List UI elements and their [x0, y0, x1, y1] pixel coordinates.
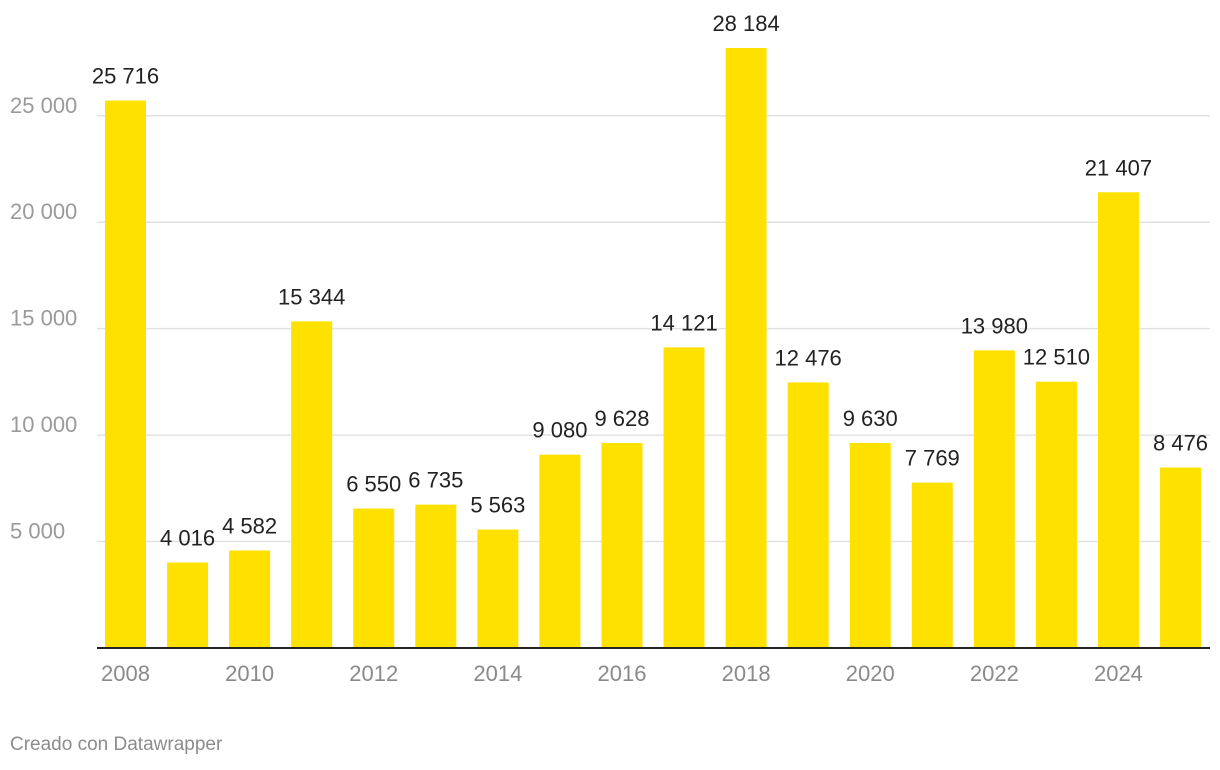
data-label-2023: 12 510	[1023, 345, 1090, 370]
data-label-2017: 14 121	[650, 310, 717, 335]
data-label-2019: 12 476	[775, 345, 842, 370]
data-label-2021: 7 769	[905, 446, 960, 471]
bar-2017	[663, 347, 705, 648]
data-label-2013: 6 735	[408, 468, 463, 493]
bar-2012	[353, 508, 395, 648]
x-tick-label: 2018	[722, 661, 771, 686]
y-tick-label: 10 000	[10, 412, 77, 437]
bar-2025	[1160, 467, 1202, 648]
data-label-2010: 4 582	[222, 513, 277, 538]
y-tick-label: 15 000	[10, 306, 77, 331]
y-tick-label: 20 000	[10, 199, 77, 224]
x-tick-label: 2008	[101, 661, 150, 686]
x-tick-label: 2020	[846, 661, 895, 686]
data-label-2025: 8 476	[1153, 431, 1208, 456]
bar-2013	[415, 504, 457, 648]
data-label-2008: 25 716	[92, 64, 159, 89]
x-tick-label: 2014	[473, 661, 522, 686]
data-label-2014: 5 563	[470, 493, 525, 518]
bar-2021	[911, 482, 953, 648]
data-label-2009: 4 016	[160, 526, 215, 551]
bar-chart: 5 000 10 000 15 000 20 000 25 000 25 716 4 01…	[10, 11, 1210, 686]
y-axis-ticks: 5 000 10 000 15 000 20 000 25 000	[10, 93, 77, 544]
data-label-2011: 15 344	[278, 284, 345, 309]
bars	[105, 48, 1202, 648]
x-axis-ticks: 2008 2010 2012 2014 2016 2018 2020 2022 2024	[101, 661, 1143, 686]
data-labels: 25 716 4 016 4 582 15 344 6 550 6 735 5 563 9 0…	[92, 11, 1208, 551]
data-label-2012: 6 550	[346, 472, 401, 497]
gridlines	[97, 115, 1210, 543]
x-tick-label: 2010	[225, 661, 274, 686]
data-label-2015: 9 080	[532, 418, 587, 443]
bar-2015	[539, 454, 581, 648]
bar-2019	[787, 382, 829, 648]
bar-2018	[725, 48, 767, 648]
x-tick-label: 2022	[970, 661, 1019, 686]
bar-2022	[973, 350, 1015, 648]
bar-2023	[1035, 381, 1077, 648]
credit-footer: Creado con Datawrapper	[10, 734, 223, 755]
y-tick-label: 5 000	[10, 519, 65, 544]
data-label-2016: 9 628	[594, 406, 649, 431]
bar-2008	[105, 100, 146, 648]
bar-2010	[229, 550, 271, 648]
x-tick-label: 2016	[598, 661, 647, 686]
data-label-2022: 13 980	[961, 313, 1028, 338]
y-tick-label: 25 000	[10, 93, 77, 118]
bar-2016	[601, 443, 643, 648]
bar-2009	[167, 562, 209, 648]
bar-2011	[291, 321, 333, 648]
bar-2020	[849, 442, 891, 648]
x-tick-label: 2024	[1094, 661, 1143, 686]
x-tick-label: 2012	[349, 661, 398, 686]
bar-2014	[477, 529, 519, 648]
data-label-2020: 9 630	[843, 406, 898, 431]
data-label-2024: 21 407	[1085, 155, 1152, 180]
bar-2024	[1097, 192, 1139, 648]
data-label-2018: 28 184	[712, 11, 779, 36]
